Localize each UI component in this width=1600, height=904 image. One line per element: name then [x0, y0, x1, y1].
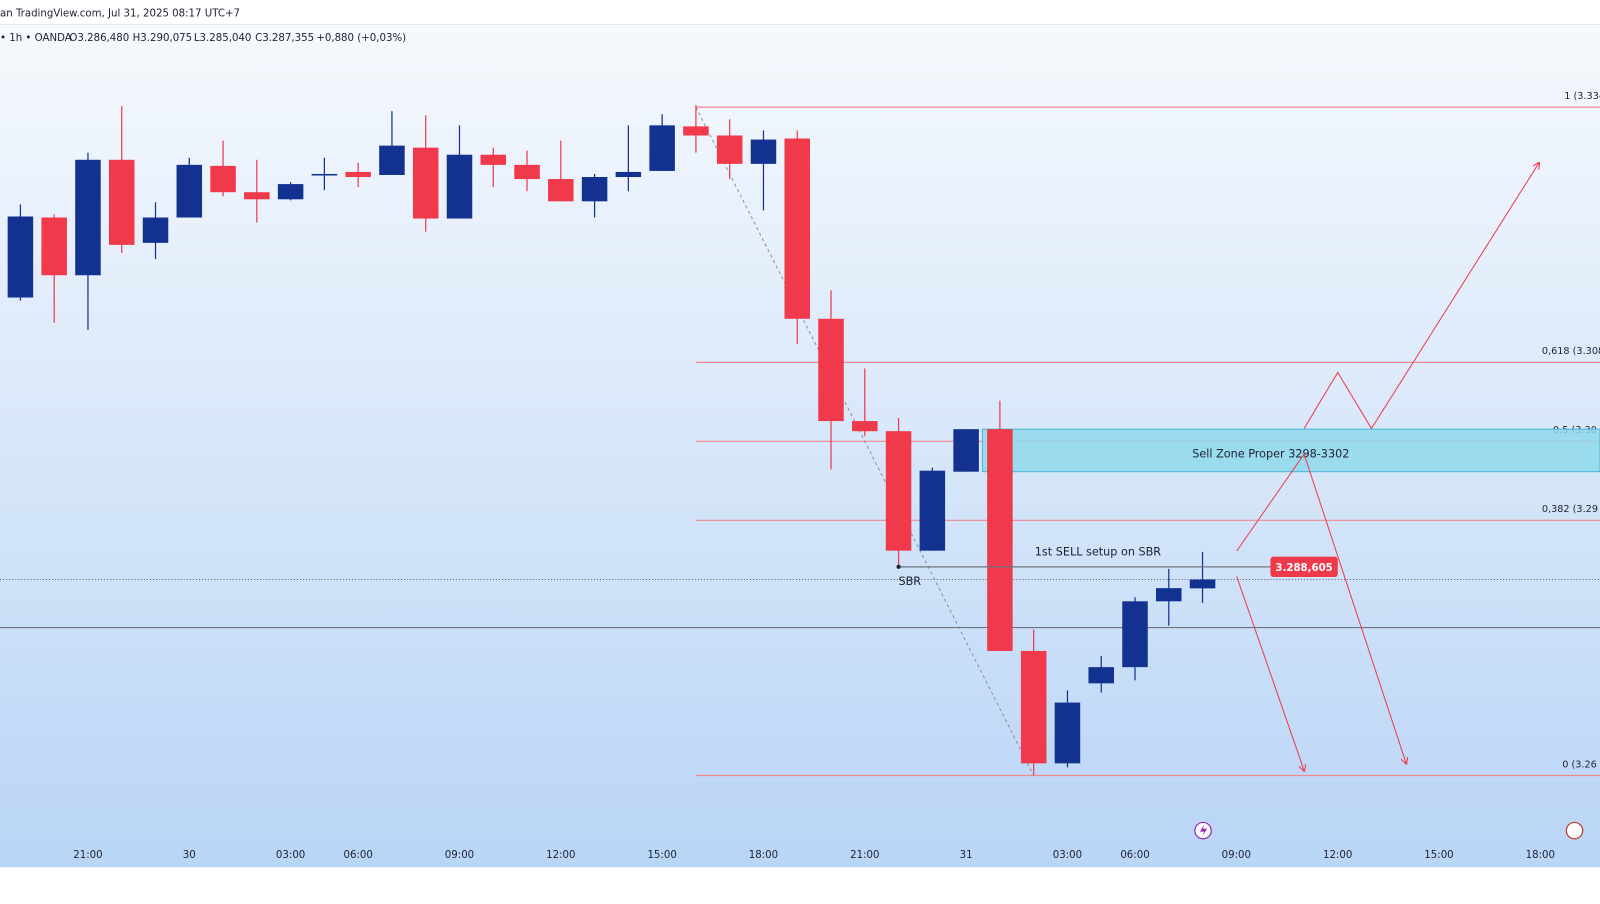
x-tick-label: 30 — [183, 850, 196, 861]
candle-body — [1189, 579, 1216, 589]
candle-body — [108, 159, 135, 245]
x-tick-label: 03:00 — [276, 850, 305, 861]
sell-zone — [981, 428, 1600, 473]
fib-label: 1 (3.334 — [1564, 91, 1600, 102]
candle-body — [379, 145, 405, 175]
candle-body — [548, 179, 574, 202]
candle-body — [412, 147, 439, 219]
candle-body — [649, 125, 675, 171]
x-tick-label: 06:00 — [343, 850, 372, 861]
legend-text: L3.285,040 — [194, 33, 252, 44]
candle-body — [581, 177, 608, 202]
fib-label: 0,382 (3.29 — [1542, 504, 1598, 515]
top-bar — [0, 0, 1600, 25]
candle-body — [615, 171, 642, 178]
candle-body — [953, 429, 979, 472]
candle-body — [41, 217, 67, 276]
source: an TradingView.com, Jul 31, 2025 08:17 U… — [0, 8, 240, 19]
x-tick-label: 09:00 — [445, 850, 474, 861]
candle-body — [987, 429, 1013, 651]
legend-text: O3.286,480 — [69, 33, 129, 44]
candle-body — [716, 135, 743, 164]
candle-body — [210, 165, 236, 193]
legend-text: H3.290,075 — [133, 33, 193, 44]
legend-text: +0,880 (+0,03%) — [316, 33, 406, 44]
x-tick-label: 06:00 — [1120, 850, 1149, 861]
candle-body — [244, 192, 270, 200]
x-tick-label: 15:00 — [647, 850, 676, 861]
event-icon-bolt — [1200, 824, 1208, 837]
fib-label: 0,618 (3.308 — [1542, 346, 1600, 357]
bottom-area — [0, 867, 1600, 900]
projection-up — [1303, 163, 1539, 430]
sbr-setup-label: 1st SELL setup on SBR — [1035, 546, 1162, 559]
candle-body — [919, 470, 946, 551]
candle-body — [683, 126, 709, 136]
sbr-point — [896, 564, 901, 569]
candle-body — [818, 318, 844, 422]
candle-body — [1054, 702, 1081, 764]
x-tick-label: 21:00 — [73, 850, 102, 861]
candle-body — [311, 173, 338, 176]
candle-body — [750, 139, 777, 164]
x-tick-label: 31 — [960, 850, 973, 861]
candle-body — [1088, 667, 1114, 684]
fib-trendline — [695, 106, 1035, 776]
x-tick-label: 09:00 — [1222, 850, 1251, 861]
sell-zone-label: Sell Zone Proper 3298-3302 — [1192, 448, 1349, 461]
x-tick-label: 21:00 — [850, 850, 879, 861]
candle-body — [1122, 601, 1148, 668]
x-tick-label: 12:00 — [1323, 850, 1352, 861]
candle-body — [277, 184, 304, 200]
flag-icon[interactable] — [1565, 821, 1584, 840]
legend-text: C3.287,355 — [255, 33, 314, 44]
x-tick-label: 03:00 — [1053, 850, 1082, 861]
candle-body — [1020, 650, 1047, 764]
candle-body — [852, 421, 878, 432]
candle-body — [1156, 588, 1182, 602]
candle-body — [885, 431, 912, 551]
projection-down — [1236, 452, 1406, 763]
candle-body — [345, 171, 371, 178]
x-tick-label: 12:00 — [546, 850, 575, 861]
candle-body — [514, 164, 540, 180]
candle-body — [142, 217, 169, 243]
x-tick-label: 15:00 — [1424, 850, 1453, 861]
projection-arrows — [1236, 163, 1539, 771]
candle-body — [446, 154, 473, 219]
candle-body — [784, 138, 810, 319]
x-tick-label: 18:00 — [1526, 850, 1555, 861]
price-label: 3.288,605 — [1275, 563, 1332, 574]
candles — [7, 105, 1216, 776]
overlays: SBR 1st SELL setup on SBR 3.288,605 — [896, 546, 1338, 588]
fib-label: 0 (3.26 — [1562, 759, 1597, 770]
price-label-box — [1270, 556, 1338, 578]
candle-body — [75, 159, 101, 276]
candle-body — [176, 164, 203, 218]
candle-body — [7, 216, 34, 298]
candle-body — [480, 154, 507, 165]
projection-down — [1236, 576, 1304, 771]
sbr-label: SBR — [898, 575, 921, 588]
x-tick-label: 18:00 — [749, 850, 778, 861]
legend-text: • 1h • OANDA — [0, 33, 72, 44]
